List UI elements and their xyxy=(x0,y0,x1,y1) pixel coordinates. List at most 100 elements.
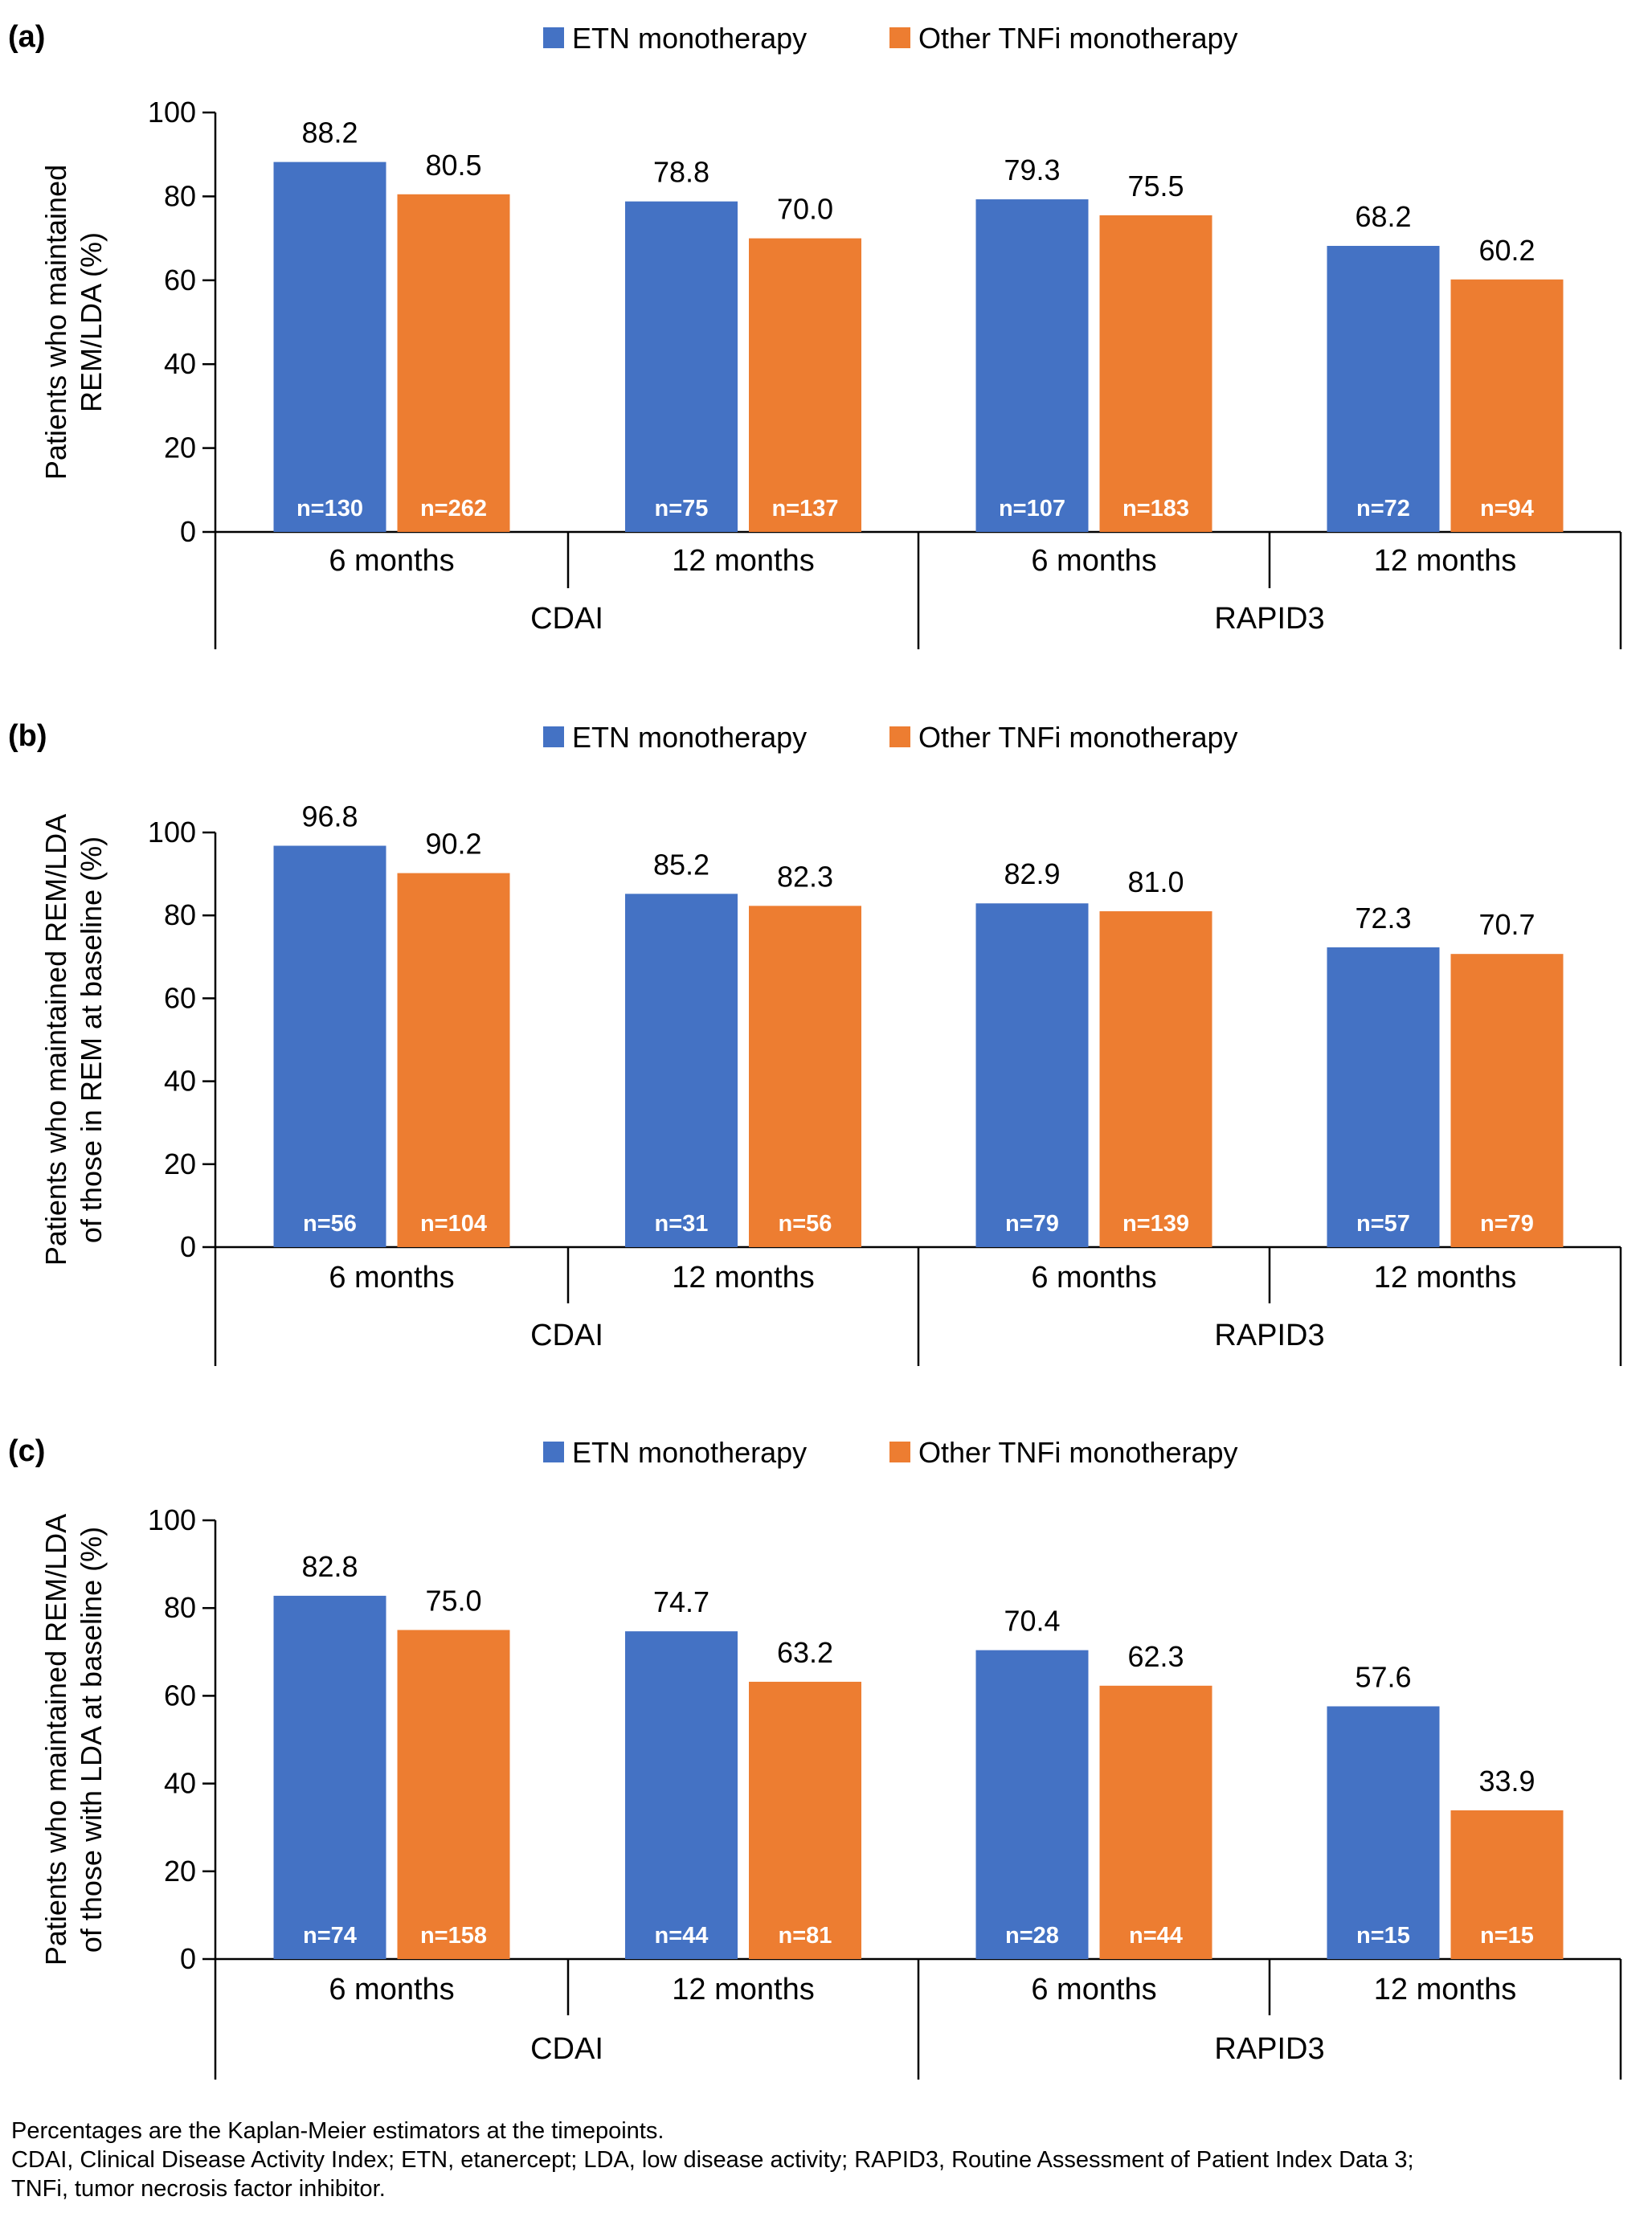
panel-a-bar-other-4 xyxy=(1450,279,1564,532)
panel-c-n-label: n=74 xyxy=(303,1923,357,1949)
panel-b-bar-etn-4 xyxy=(1327,947,1440,1247)
panel-b-category-label: 12 months xyxy=(672,1261,814,1295)
panel-c-category-label: 12 months xyxy=(1374,1973,1516,2006)
panel-a-legend-label-1: ETN monotherapy xyxy=(572,22,807,55)
panel-c-value-label: 33.9 xyxy=(1478,1765,1535,1798)
panel-c-bar-other-4 xyxy=(1450,1810,1564,1959)
panel-b-category-label: 12 months xyxy=(1374,1261,1516,1295)
panel-c-value-label: 57.6 xyxy=(1355,1661,1411,1694)
panel-a-value-label: 78.8 xyxy=(653,156,709,189)
panel-a-n-label: n=262 xyxy=(420,496,487,522)
panel-c-n-label: n=15 xyxy=(1480,1923,1534,1949)
footnote-1: Percentages are the Kaplan-Meier estimat… xyxy=(11,2118,664,2144)
panel-b-bar-other-4 xyxy=(1450,954,1564,1247)
panel-a-y-tick-label: 60 xyxy=(164,264,196,297)
panel-b-value-label: 90.2 xyxy=(425,828,481,861)
panel-c-category-label: 6 months xyxy=(1031,1973,1156,2006)
panel-c-bar-etn-3 xyxy=(975,1650,1089,1959)
panel-b-value-label: 70.7 xyxy=(1478,908,1535,941)
panel-a-y-tick-label: 0 xyxy=(180,515,196,548)
panel-a-bar-other-2 xyxy=(749,238,861,532)
panel-b-legend-swatch-2 xyxy=(889,726,910,747)
panel-c-value-label: 75.0 xyxy=(425,1585,481,1618)
panel-a-bar-other-1 xyxy=(397,194,510,533)
panel-c-n-label: n=81 xyxy=(779,1923,832,1949)
panel-b-value-label: 96.8 xyxy=(301,800,358,833)
footnote-3: TNFi, tumor necrosis factor inhibitor. xyxy=(11,2176,386,2202)
panel-c-y-tick-label: 20 xyxy=(164,1855,196,1888)
panel-c-legend-label-1: ETN monotherapy xyxy=(572,1436,807,1469)
panel-b-bar-other-3 xyxy=(1099,911,1212,1247)
panel-b-bar-etn-2 xyxy=(625,894,738,1247)
panel-a-n-label: n=183 xyxy=(1122,496,1189,522)
panel-b-n-label: n=56 xyxy=(303,1211,357,1237)
panel-a-y-axis-label-line-2: REM/LDA (%) xyxy=(75,232,108,412)
panel-b-category-label: 6 months xyxy=(1031,1261,1156,1295)
panel-c-bar-other-3 xyxy=(1099,1685,1212,1959)
panel-a-y-tick-label: 100 xyxy=(148,96,196,129)
panel-c-y-tick-label: 60 xyxy=(164,1679,196,1712)
panel-c-legend-label-2: Other TNFi monotherapy xyxy=(918,1436,1238,1469)
panel-a-value-label: 75.5 xyxy=(1127,170,1184,202)
panel-c-value-label: 70.4 xyxy=(1004,1605,1060,1638)
panel-c-category-label: 6 months xyxy=(329,1973,454,2006)
panel-b-y-tick-label: 40 xyxy=(164,1065,196,1098)
panel-a-category-label: 12 months xyxy=(1374,544,1516,578)
panel-c-y-axis-label-line-2: of those with LDA at baseline (%) xyxy=(75,1527,108,1953)
panel-b-n-label: n=104 xyxy=(420,1211,487,1237)
panel-b-legend-label-2: Other TNFi monotherapy xyxy=(918,721,1238,754)
panel-a-y-axis-label-line-1: Patients who maintained xyxy=(39,165,72,480)
panel-a-n-label: n=94 xyxy=(1480,496,1534,522)
panel-b-y-tick-label: 0 xyxy=(180,1230,196,1263)
panel-c-value-label: 62.3 xyxy=(1127,1640,1184,1673)
panel-a-group-label: CDAI xyxy=(530,602,603,636)
panel-c-n-label: n=44 xyxy=(1129,1923,1183,1949)
panel-b-n-label: n=79 xyxy=(1005,1211,1059,1237)
panel-b-y-axis-label-line-1: Patients who maintained REM/LDA xyxy=(39,814,72,1266)
panel-b-n-label: n=31 xyxy=(655,1211,709,1237)
panel-b-group-label: CDAI xyxy=(530,1319,603,1352)
panel-a-bar-other-3 xyxy=(1099,215,1212,532)
panel-b-value-label: 82.9 xyxy=(1004,857,1060,890)
panel-a-legend-swatch-1 xyxy=(543,27,564,48)
panel-a-category-label: 12 months xyxy=(672,544,814,578)
panel-a-bar-etn-1 xyxy=(273,162,386,532)
panel-c-bar-etn-2 xyxy=(625,1631,738,1959)
panel-b-label: (b) xyxy=(8,719,47,753)
panel-c-bar-etn-4 xyxy=(1327,1706,1440,1959)
panel-c-bar-other-2 xyxy=(749,1681,861,1959)
panel-c-n-label: n=15 xyxy=(1356,1923,1410,1949)
panel-c-value-label: 74.7 xyxy=(653,1585,709,1618)
panel-c-legend-swatch-2 xyxy=(889,1442,910,1462)
panel-c-value-label: 63.2 xyxy=(777,1636,833,1669)
panel-c-legend-swatch-1 xyxy=(543,1442,564,1462)
panel-c-y-tick-label: 100 xyxy=(148,1503,196,1536)
panel-a-n-label: n=137 xyxy=(771,496,838,522)
panel-a-y-tick-label: 40 xyxy=(164,347,196,380)
panel-a-n-label: n=130 xyxy=(296,496,363,522)
panel-a-group-label: RAPID3 xyxy=(1214,602,1324,636)
panel-a-category-label: 6 months xyxy=(1031,544,1156,578)
panel-a-legend-label-2: Other TNFi monotherapy xyxy=(918,22,1238,55)
panel-a-y-tick-label: 20 xyxy=(164,432,196,464)
panel-a-n-label: n=107 xyxy=(999,496,1065,522)
panel-a-bar-etn-2 xyxy=(625,201,738,532)
panel-b-y-axis-label-line-2: of those in REM at baseline (%) xyxy=(75,836,108,1243)
panel-b-n-label: n=79 xyxy=(1480,1211,1534,1237)
footnotes: Percentages are the Kaplan-Meier estimat… xyxy=(11,2117,1642,2203)
panel-c-label: (c) xyxy=(8,1434,45,1468)
panel-b-group-label: RAPID3 xyxy=(1214,1319,1324,1352)
panel-b-n-label: n=56 xyxy=(779,1211,832,1237)
panel-c-y-tick-label: 40 xyxy=(164,1767,196,1800)
panel-b-y-tick-label: 60 xyxy=(164,981,196,1014)
panel-b-value-label: 72.3 xyxy=(1355,902,1411,935)
panel-a-value-label: 60.2 xyxy=(1478,234,1535,267)
panel-c-n-label: n=158 xyxy=(420,1923,487,1949)
panel-b-bar-etn-3 xyxy=(975,903,1089,1247)
panel-b-category-label: 6 months xyxy=(329,1261,454,1295)
panel-c-n-label: n=28 xyxy=(1005,1923,1059,1949)
panel-c-bar-etn-1 xyxy=(273,1595,386,1959)
footnote-2: CDAI, Clinical Disease Activity Index; E… xyxy=(11,2147,1414,2173)
panel-a-n-label: n=75 xyxy=(655,496,709,522)
